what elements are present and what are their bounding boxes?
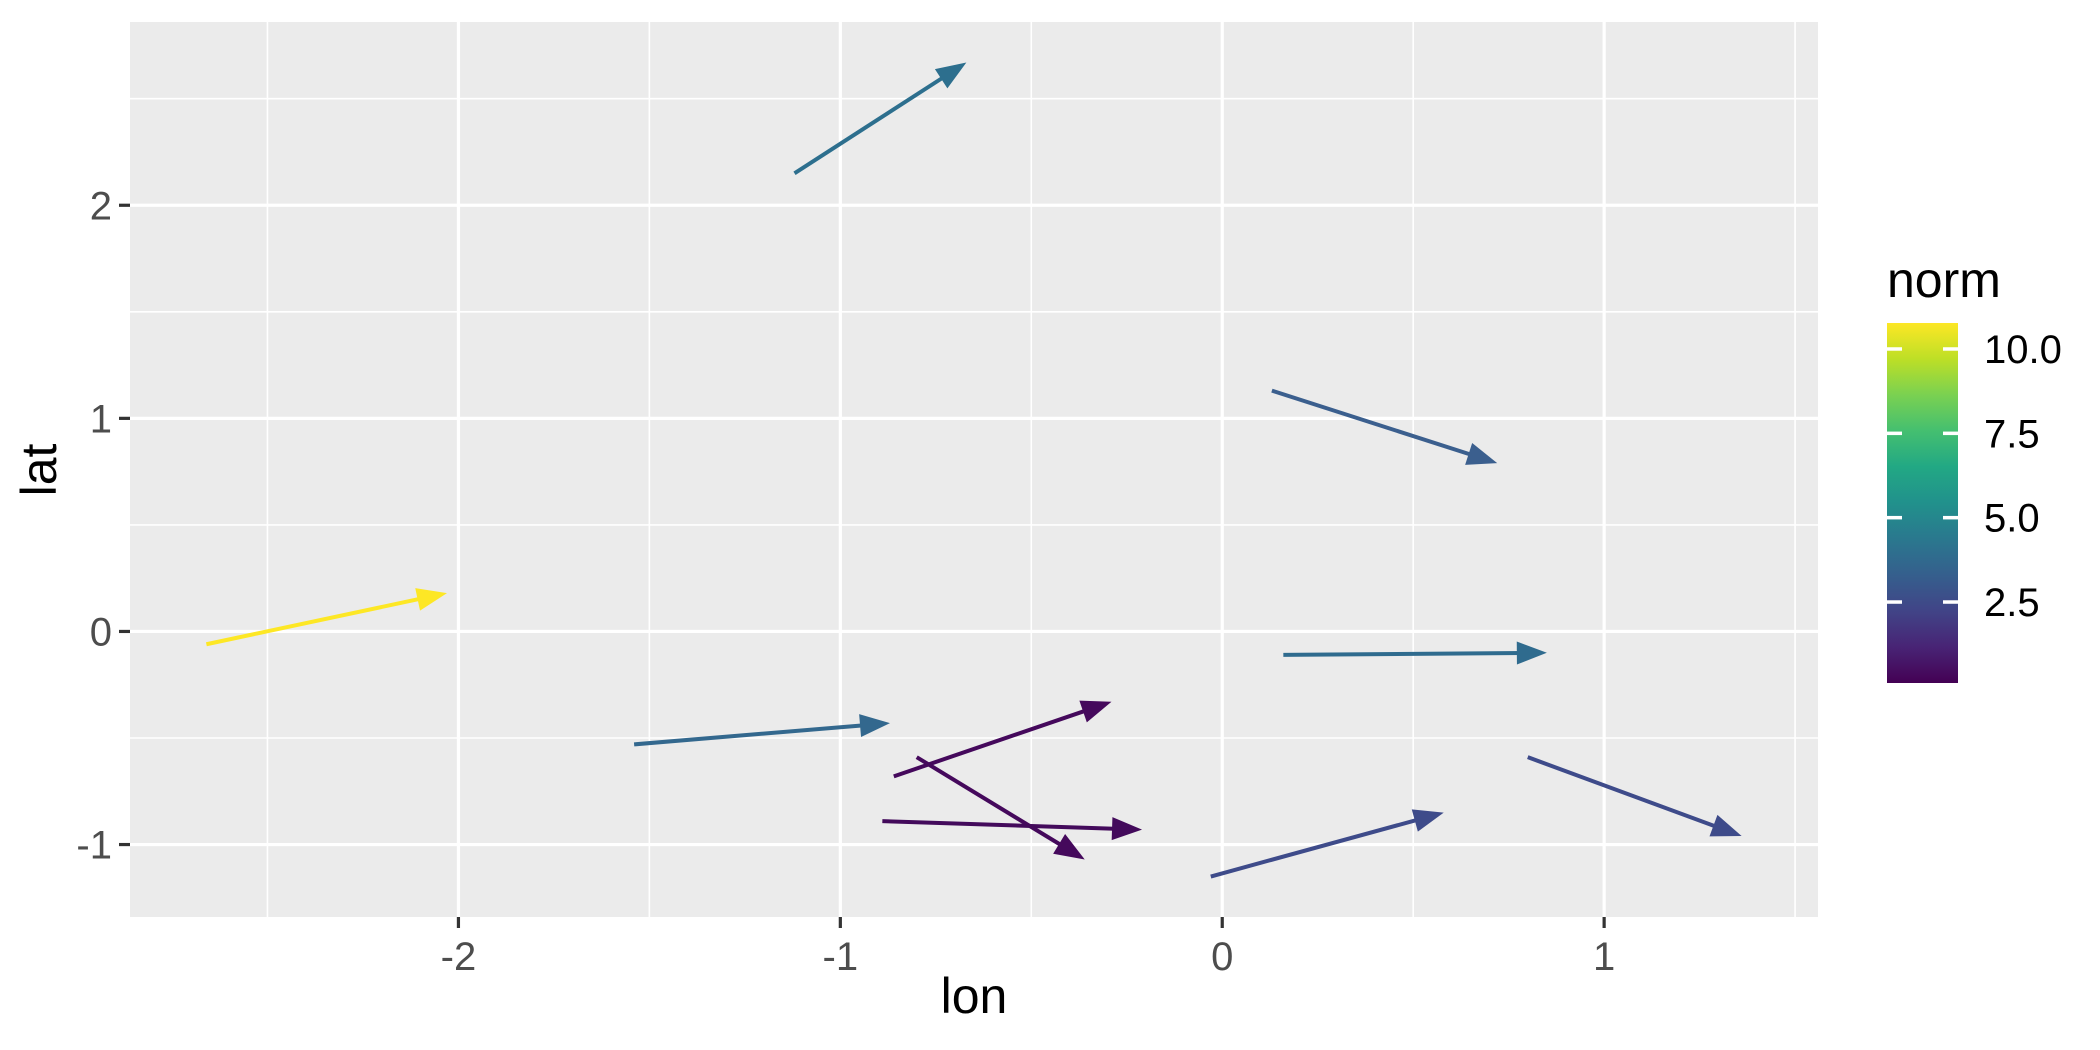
arrow (633, 714, 890, 747)
y-tick-label: 1 (90, 397, 112, 441)
arrow-shaft (1527, 755, 1720, 830)
arrow-shaft (205, 596, 424, 647)
legend-tick-label: 2.5 (1984, 581, 2040, 625)
legend-gradient-bar (1887, 323, 1958, 683)
plot-panel (130, 22, 1818, 917)
arrow (1527, 755, 1742, 837)
arrow (793, 62, 967, 175)
legend-tick-left (1887, 347, 1902, 351)
arrow-shaft (633, 723, 867, 747)
x-tick-label: 0 (1211, 935, 1233, 979)
y-axis-title: lat (11, 443, 67, 496)
arrow-shaft (1271, 388, 1475, 458)
legend-tick-right (1943, 347, 1958, 351)
arrow (1283, 641, 1547, 665)
arrow-head (1079, 700, 1112, 723)
arrow-head (1111, 817, 1143, 841)
arrow-layer (205, 62, 1742, 879)
arrow-head (934, 62, 967, 89)
arrow-head (859, 714, 890, 738)
arrow-shaft (1283, 650, 1523, 657)
legend-tick-left (1887, 600, 1902, 604)
legend-colorbar: 10.0 7.5 5.0 2.5 (1887, 323, 2062, 683)
x-tick-label: -1 (823, 935, 859, 979)
arrow (1271, 388, 1498, 465)
arrow (1210, 809, 1444, 879)
arrow-head (1465, 442, 1498, 465)
legend-tick-left (1887, 515, 1902, 520)
arrow-head (1053, 834, 1085, 860)
arrow-head (1709, 814, 1742, 837)
arrow-shaft (1210, 817, 1422, 879)
legend-tick-label: 7.5 (1984, 412, 2040, 456)
arrow-shaft (915, 755, 1066, 849)
arrow-head (1411, 809, 1444, 832)
x-axis-title: lon (941, 968, 1008, 1024)
arrow (205, 588, 447, 647)
x-tick-label: -2 (441, 935, 477, 979)
y-tick-label: 2 (90, 184, 112, 228)
arrow-shaft (882, 819, 1119, 831)
arrow-head (1516, 641, 1547, 665)
legend-tick-label: 5.0 (1984, 497, 2040, 541)
legend-tick-right (1943, 431, 1958, 436)
y-tick-label: -1 (76, 824, 112, 868)
legend-tick-right (1943, 600, 1958, 604)
panel-background (130, 22, 1818, 917)
arrow-shaft (793, 73, 948, 175)
y-tick-label: 0 (90, 610, 112, 654)
legend-tick-left (1887, 431, 1902, 436)
gridlines (130, 22, 1818, 917)
arrow (882, 817, 1143, 841)
legend-tick-label: 10.0 (1984, 328, 2062, 372)
legend-title: norm (1887, 252, 2001, 308)
arrow (915, 755, 1085, 860)
legend-tick-right (1943, 515, 1958, 520)
arrow-head (415, 588, 447, 611)
axis-ticks: -2 -1 0 1 -1 0 1 2 (76, 184, 1615, 979)
x-tick-label: 1 (1593, 935, 1615, 979)
